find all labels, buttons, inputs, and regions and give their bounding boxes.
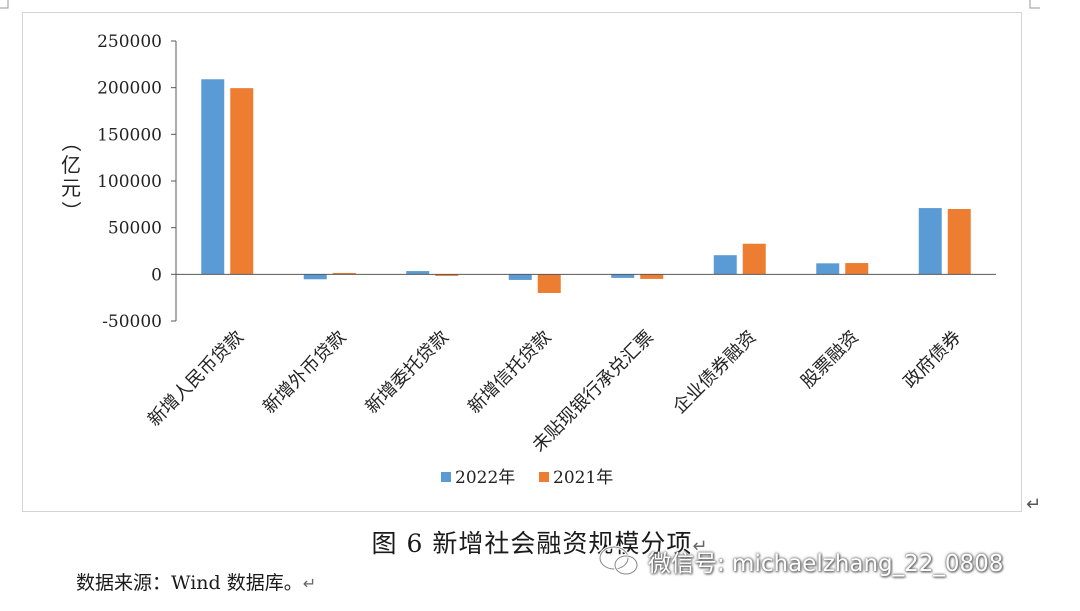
y-tick-label: 50000 [108,219,162,239]
y-tick-label: -50000 [102,312,162,332]
y-tick-label: 100000 [97,172,162,192]
figure-caption: 图 6 新增社会融资规模分项↵ [0,524,1080,560]
y-axis-label-char: ） [59,201,83,221]
bar-series2 [947,209,971,275]
bar-series2 [435,274,459,276]
y-tick-label: 0 [151,265,162,285]
legend-label: 2021年 [553,468,613,488]
bar-series2 [537,274,561,293]
x-category-label: 政府债券 [900,327,966,393]
bar-series1 [303,274,327,280]
bar-series2 [230,88,254,275]
wechat-watermark: 微信号: michaelzhang_22_0808 [598,544,1003,578]
bar-series1 [918,208,942,275]
y-tick-label: 150000 [97,125,162,145]
x-category-label: 新增信托贷款 [464,327,555,418]
bar-series2 [332,272,356,275]
watermark-text: 微信号: michaelzhang_22_0808 [648,551,1004,577]
data-source-note: 数据来源：Wind 数据库。↵ [76,568,316,595]
x-category-label: 新增人民币贷款 [144,327,248,431]
x-category-label: 企业债券融资 [669,327,760,418]
bar-series1 [201,79,225,275]
x-category-label: 新增委托贷款 [362,327,453,418]
legend-swatch [539,472,549,482]
y-axis-label-char: 元 [61,176,81,200]
source-text: 数据来源：Wind 数据库。 [76,572,303,594]
bar-series1 [406,271,430,275]
page-corner-marks [0,0,1040,9]
wechat-icon [598,545,639,576]
paragraph-mark: ↵ [1026,494,1042,515]
y-tick-label: 250000 [97,32,162,52]
bar-series2 [742,243,766,275]
x-category-label: 新增外币贷款 [259,327,350,418]
legend-swatch [441,472,451,482]
y-axis-label-char: 亿 [61,153,81,177]
source-paragraph-mark: ↵ [302,574,317,593]
x-category-label: 股票融资 [797,327,863,393]
caption-paragraph-mark: ↵ [692,536,709,557]
y-tick-label: 200000 [97,79,162,99]
bar-series2 [640,274,664,279]
bar-chart: 250000 200000 150000 100000 50000 0 -50000 （亿元）… [59,32,996,488]
bar-series1 [611,274,635,278]
legend-label: 2022年 [455,468,515,488]
bar-series1 [508,274,532,280]
bar-series1 [816,263,840,275]
bar-series1 [713,255,737,275]
y-axis-label-char: （ [59,132,83,152]
chart-frame: 250000 200000 150000 100000 50000 0 -50000 （亿元）… [22,12,1022,512]
caption-text: 图 6 新增社会融资规模分项 [371,529,693,558]
bar-series2 [845,263,869,275]
